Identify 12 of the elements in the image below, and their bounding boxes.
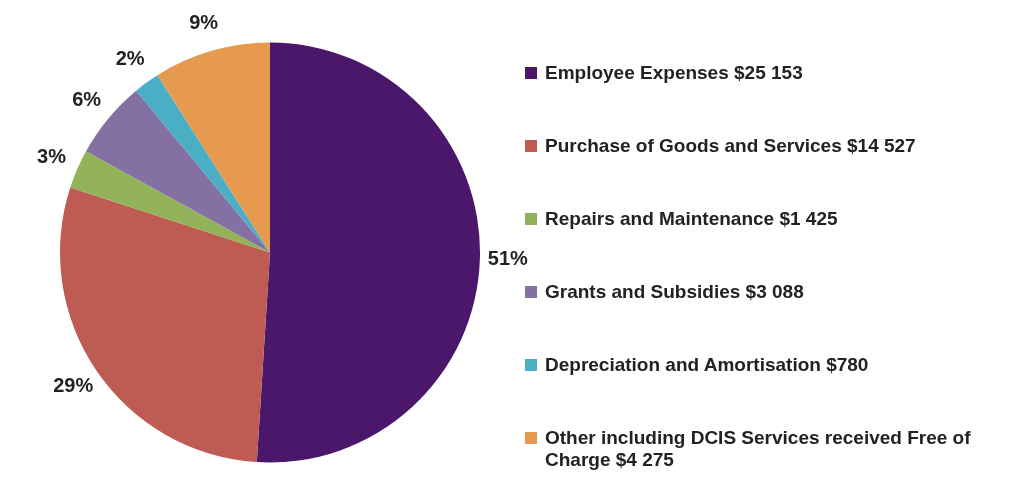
legend-label: Other including DCIS Services received Free of Charge $4 275 bbox=[545, 427, 972, 471]
data-label: 51% bbox=[487, 247, 529, 270]
legend-label: Grants and Subsidies $3 088 bbox=[545, 281, 804, 303]
data-label: 2% bbox=[115, 47, 145, 70]
data-label: 9% bbox=[189, 11, 219, 34]
data-label: 3% bbox=[37, 145, 67, 168]
data-label: 6% bbox=[72, 88, 102, 111]
legend-label: Employee Expenses $25 153 bbox=[545, 62, 803, 84]
legend-label: Purchase of Goods and Services $14 527 bbox=[545, 135, 916, 157]
legend-label: Repairs and Maintenance $1 425 bbox=[545, 208, 838, 230]
data-label: 29% bbox=[53, 373, 94, 396]
legend-label: Depreciation and Amortisation $780 bbox=[545, 354, 869, 376]
